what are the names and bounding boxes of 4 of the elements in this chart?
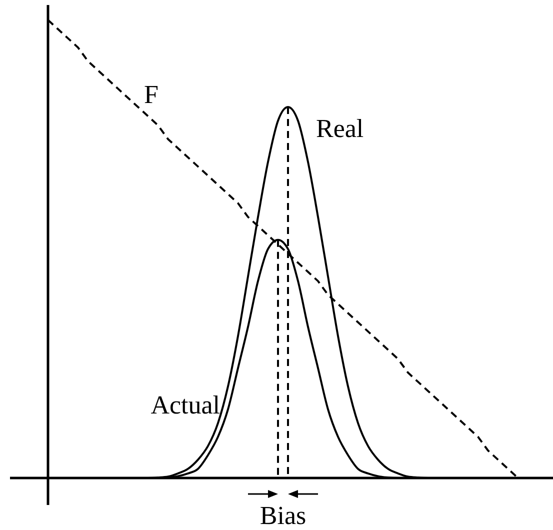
text: Bias [260, 501, 306, 530]
series-label: Real [316, 114, 364, 144]
series-label: Actual [150, 390, 220, 420]
series-label: F [144, 80, 158, 110]
